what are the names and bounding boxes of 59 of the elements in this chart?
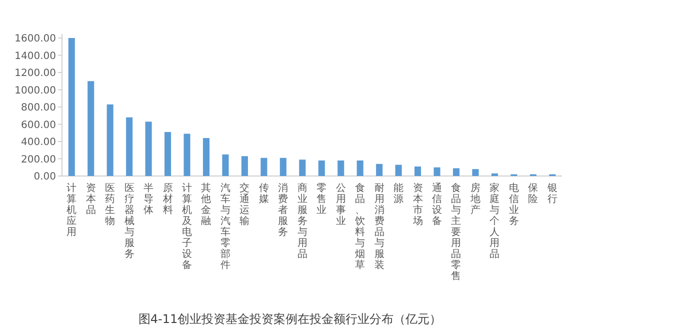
bar <box>472 169 479 176</box>
bar <box>68 38 75 176</box>
x-tick-label: 消费者服务 <box>278 182 288 238</box>
bar <box>356 160 364 176</box>
bar <box>222 154 229 176</box>
bar <box>260 158 268 176</box>
x-tick-label: 其他金融 <box>201 182 212 227</box>
x-tick-label: 家庭与个人用品 <box>490 182 500 260</box>
bar <box>452 168 460 176</box>
x-tick-label: 交通运输 <box>240 182 250 227</box>
x-tick-label: 商业服务与用品 <box>297 182 308 260</box>
x-tick-label: 电信业务 <box>508 182 519 227</box>
x-tick-label: 汽车与汽车零部件 <box>220 182 230 271</box>
x-tick-label: 资本品 <box>86 182 96 216</box>
bar <box>126 117 133 176</box>
bar <box>280 158 286 176</box>
bar <box>434 167 440 176</box>
bar <box>318 160 325 176</box>
y-tick-label: 1400.00 <box>14 50 56 62</box>
x-tick-label: 半导体 <box>144 182 154 216</box>
y-tick-label: 1000.00 <box>14 85 56 96</box>
y-tick-label: 200.00 <box>21 154 56 166</box>
x-tick-label: 耐用消费品与服装 <box>374 183 384 271</box>
bar <box>338 160 344 176</box>
y-tick-label: 1600.00 <box>14 34 56 44</box>
x-tick-label: 计算机及电子设备 <box>182 182 192 271</box>
x-tick-label: 食品、饮料与烟草 <box>354 182 366 271</box>
bar <box>88 81 94 176</box>
x-tick-label: 原材料 <box>162 183 173 216</box>
x-tick-label: 房地产 <box>469 182 480 216</box>
category-label: 食品与主要用品零售 <box>451 183 462 282</box>
x-tick-label: 零售业 <box>316 183 327 216</box>
x-tick-label: 银行 <box>546 183 558 205</box>
bar <box>145 122 152 176</box>
bar <box>184 134 190 176</box>
text: 图4-11创业投资基金投资案例在投金额行业分布（亿元） <box>138 312 442 326</box>
y-tick-label: 1200.00 <box>14 68 56 79</box>
x-tick-label: 医药生物 <box>105 183 116 227</box>
x-tick-label: 通信设备 <box>432 182 442 227</box>
bar <box>376 164 383 176</box>
x-tick-label: 资本市场 <box>412 182 423 227</box>
bar <box>299 160 306 176</box>
y-tick-label: 800.00 <box>21 102 56 114</box>
x-tick-label: 计算机应用 <box>66 182 77 238</box>
y-tick-label: 400.00 <box>21 137 56 148</box>
x-tick-label: 保险 <box>528 183 538 205</box>
bar <box>241 156 248 176</box>
y-tick-label: 0.00 <box>34 172 56 182</box>
bar <box>164 132 172 176</box>
x-tick-label: 医疗器械与服务 <box>124 183 134 260</box>
x-tick-label: 能源 <box>394 182 404 205</box>
x-tick-label: 公用事业 <box>336 182 346 227</box>
bar <box>491 173 498 176</box>
bar <box>414 166 422 176</box>
bar <box>202 138 210 176</box>
y-tick-label: 600.00 <box>21 120 56 131</box>
bar <box>106 104 114 176</box>
bar <box>395 164 402 176</box>
x-tick-label: 传媒 <box>258 183 269 205</box>
